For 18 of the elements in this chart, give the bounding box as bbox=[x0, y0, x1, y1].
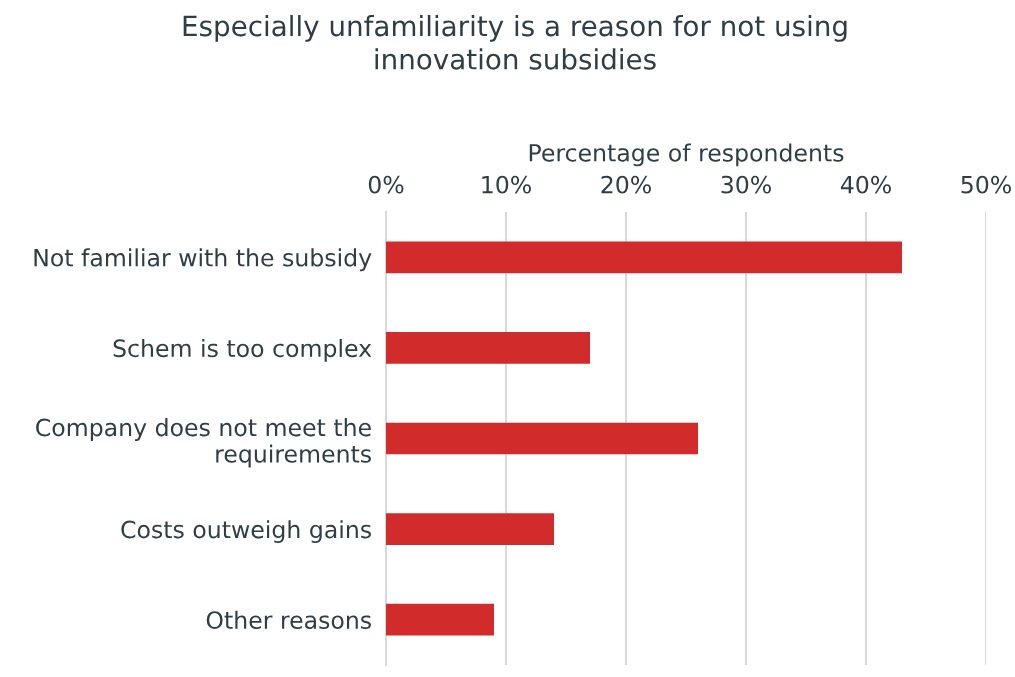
bar bbox=[386, 422, 698, 455]
y-tick-label: Schem is too complex bbox=[113, 338, 372, 362]
y-tick-label: Costs outweigh gains bbox=[121, 520, 371, 543]
x-tick-label: 20% bbox=[601, 175, 651, 194]
bar bbox=[386, 241, 902, 274]
bar bbox=[386, 332, 590, 364]
chart-title: Especially unfamiliarity is a reason for not using innovation subsidies bbox=[183, 14, 847, 70]
y-tick-label: Company does not meet the requirements bbox=[36, 418, 371, 468]
x-tick-label: 0% bbox=[368, 175, 404, 194]
x-tick-label: 50% bbox=[961, 175, 1011, 194]
y-tick-label: Not familiar with the subsidy bbox=[34, 248, 372, 272]
x-axis-title: Percentage of respondents bbox=[529, 143, 844, 167]
x-tick-label: 30% bbox=[721, 175, 771, 194]
bar bbox=[386, 513, 554, 545]
x-tick-label: 10% bbox=[482, 175, 531, 194]
bar bbox=[386, 603, 494, 636]
y-tick-label: Other reasons bbox=[206, 610, 371, 630]
x-tick-label: 40% bbox=[840, 175, 891, 194]
